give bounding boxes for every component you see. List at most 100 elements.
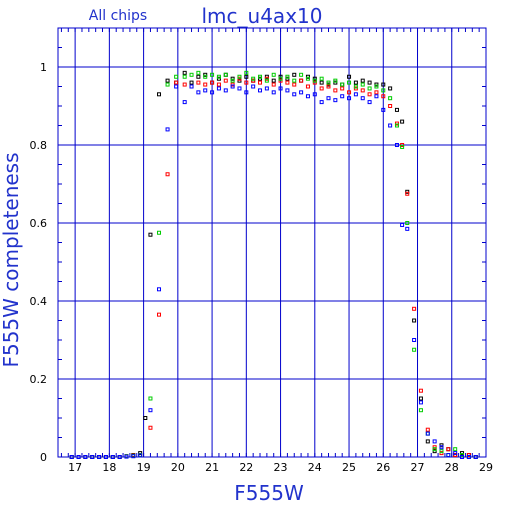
chart-title: lmc_u4ax10	[202, 4, 323, 28]
data-point	[405, 226, 410, 231]
data-point	[76, 455, 81, 459]
data-point	[292, 78, 297, 83]
data-point	[412, 306, 417, 311]
data-point	[230, 84, 235, 89]
data-point	[353, 80, 358, 85]
data-point	[347, 90, 352, 95]
data-point	[203, 88, 208, 93]
data-point	[425, 431, 430, 436]
data-point	[138, 453, 143, 458]
data-point	[69, 455, 74, 459]
data-point	[360, 82, 365, 87]
x-tick-label: 29	[479, 461, 493, 474]
data-point	[388, 123, 393, 128]
data-point	[292, 72, 297, 77]
data-point	[367, 100, 372, 105]
data-point	[157, 312, 162, 317]
data-point	[299, 90, 304, 95]
y-tick-label: 1	[40, 61, 47, 74]
data-point	[319, 86, 324, 91]
data-point	[182, 70, 187, 75]
data-point	[340, 94, 345, 99]
data-point	[196, 90, 201, 95]
data-point	[400, 144, 405, 149]
data-point	[333, 78, 338, 83]
data-point	[299, 72, 304, 77]
data-point	[131, 454, 136, 459]
data-point	[418, 408, 423, 413]
data-point	[148, 396, 153, 401]
data-point	[388, 86, 393, 91]
data-point	[110, 455, 115, 459]
data-point	[174, 80, 179, 85]
x-tick-label: 18	[102, 461, 116, 474]
data-point	[374, 94, 379, 99]
data-point	[432, 439, 437, 444]
data-point	[425, 439, 430, 444]
data-point	[360, 78, 365, 83]
data-point	[340, 82, 345, 87]
data-point	[258, 80, 263, 85]
axis-ticks	[58, 27, 487, 458]
data-point	[157, 287, 162, 292]
data-point	[446, 447, 451, 452]
data-point	[165, 78, 170, 83]
data-point	[405, 221, 410, 225]
x-tick-label: 26	[376, 461, 390, 474]
data-point	[326, 80, 331, 85]
data-point	[148, 425, 153, 430]
data-point	[305, 94, 310, 99]
data-point	[381, 107, 386, 112]
data-point	[405, 191, 410, 196]
data-point	[230, 78, 235, 83]
data-point	[165, 82, 170, 87]
x-axis-label: F555W	[234, 481, 304, 505]
data-point	[196, 74, 201, 79]
data-point	[460, 455, 465, 459]
x-tick-label: 20	[171, 461, 185, 474]
data-point	[182, 82, 187, 87]
y-tick-label: 0.8	[30, 139, 48, 152]
data-point	[305, 76, 310, 81]
x-tick-label: 25	[342, 461, 356, 474]
data-point	[285, 88, 290, 93]
data-point	[381, 94, 386, 99]
data-point	[394, 123, 399, 128]
data-point	[271, 78, 276, 83]
data-point	[418, 388, 423, 393]
data-point	[165, 127, 170, 132]
x-tick-label: 19	[137, 461, 151, 474]
data-point	[237, 86, 242, 91]
data-point	[210, 80, 215, 85]
data-point	[210, 90, 215, 95]
data-point	[394, 107, 399, 112]
x-tick-label: 27	[411, 461, 425, 474]
data-point	[196, 80, 201, 85]
data-point	[264, 86, 269, 91]
data-point	[418, 396, 423, 401]
data-point	[264, 78, 269, 83]
data-point	[117, 455, 122, 459]
data-point	[124, 454, 129, 459]
data-point	[400, 222, 405, 227]
data-point	[90, 455, 95, 459]
data-point	[196, 70, 201, 75]
data-point	[446, 453, 451, 458]
y-tick-label: 0.6	[30, 217, 48, 230]
data-point	[278, 86, 283, 91]
data-point	[258, 88, 263, 93]
data-point	[285, 74, 290, 79]
y-tick-label: 0	[40, 451, 47, 464]
data-point	[244, 90, 249, 95]
data-point	[285, 80, 290, 85]
data-point	[148, 408, 153, 413]
data-point	[210, 72, 215, 77]
data-point	[374, 84, 379, 89]
data-point	[333, 98, 338, 103]
data-point	[244, 70, 249, 75]
data-point	[319, 100, 324, 105]
data-point	[466, 455, 471, 459]
data-point	[367, 86, 372, 91]
data-point	[292, 82, 297, 87]
data-point	[223, 88, 228, 93]
